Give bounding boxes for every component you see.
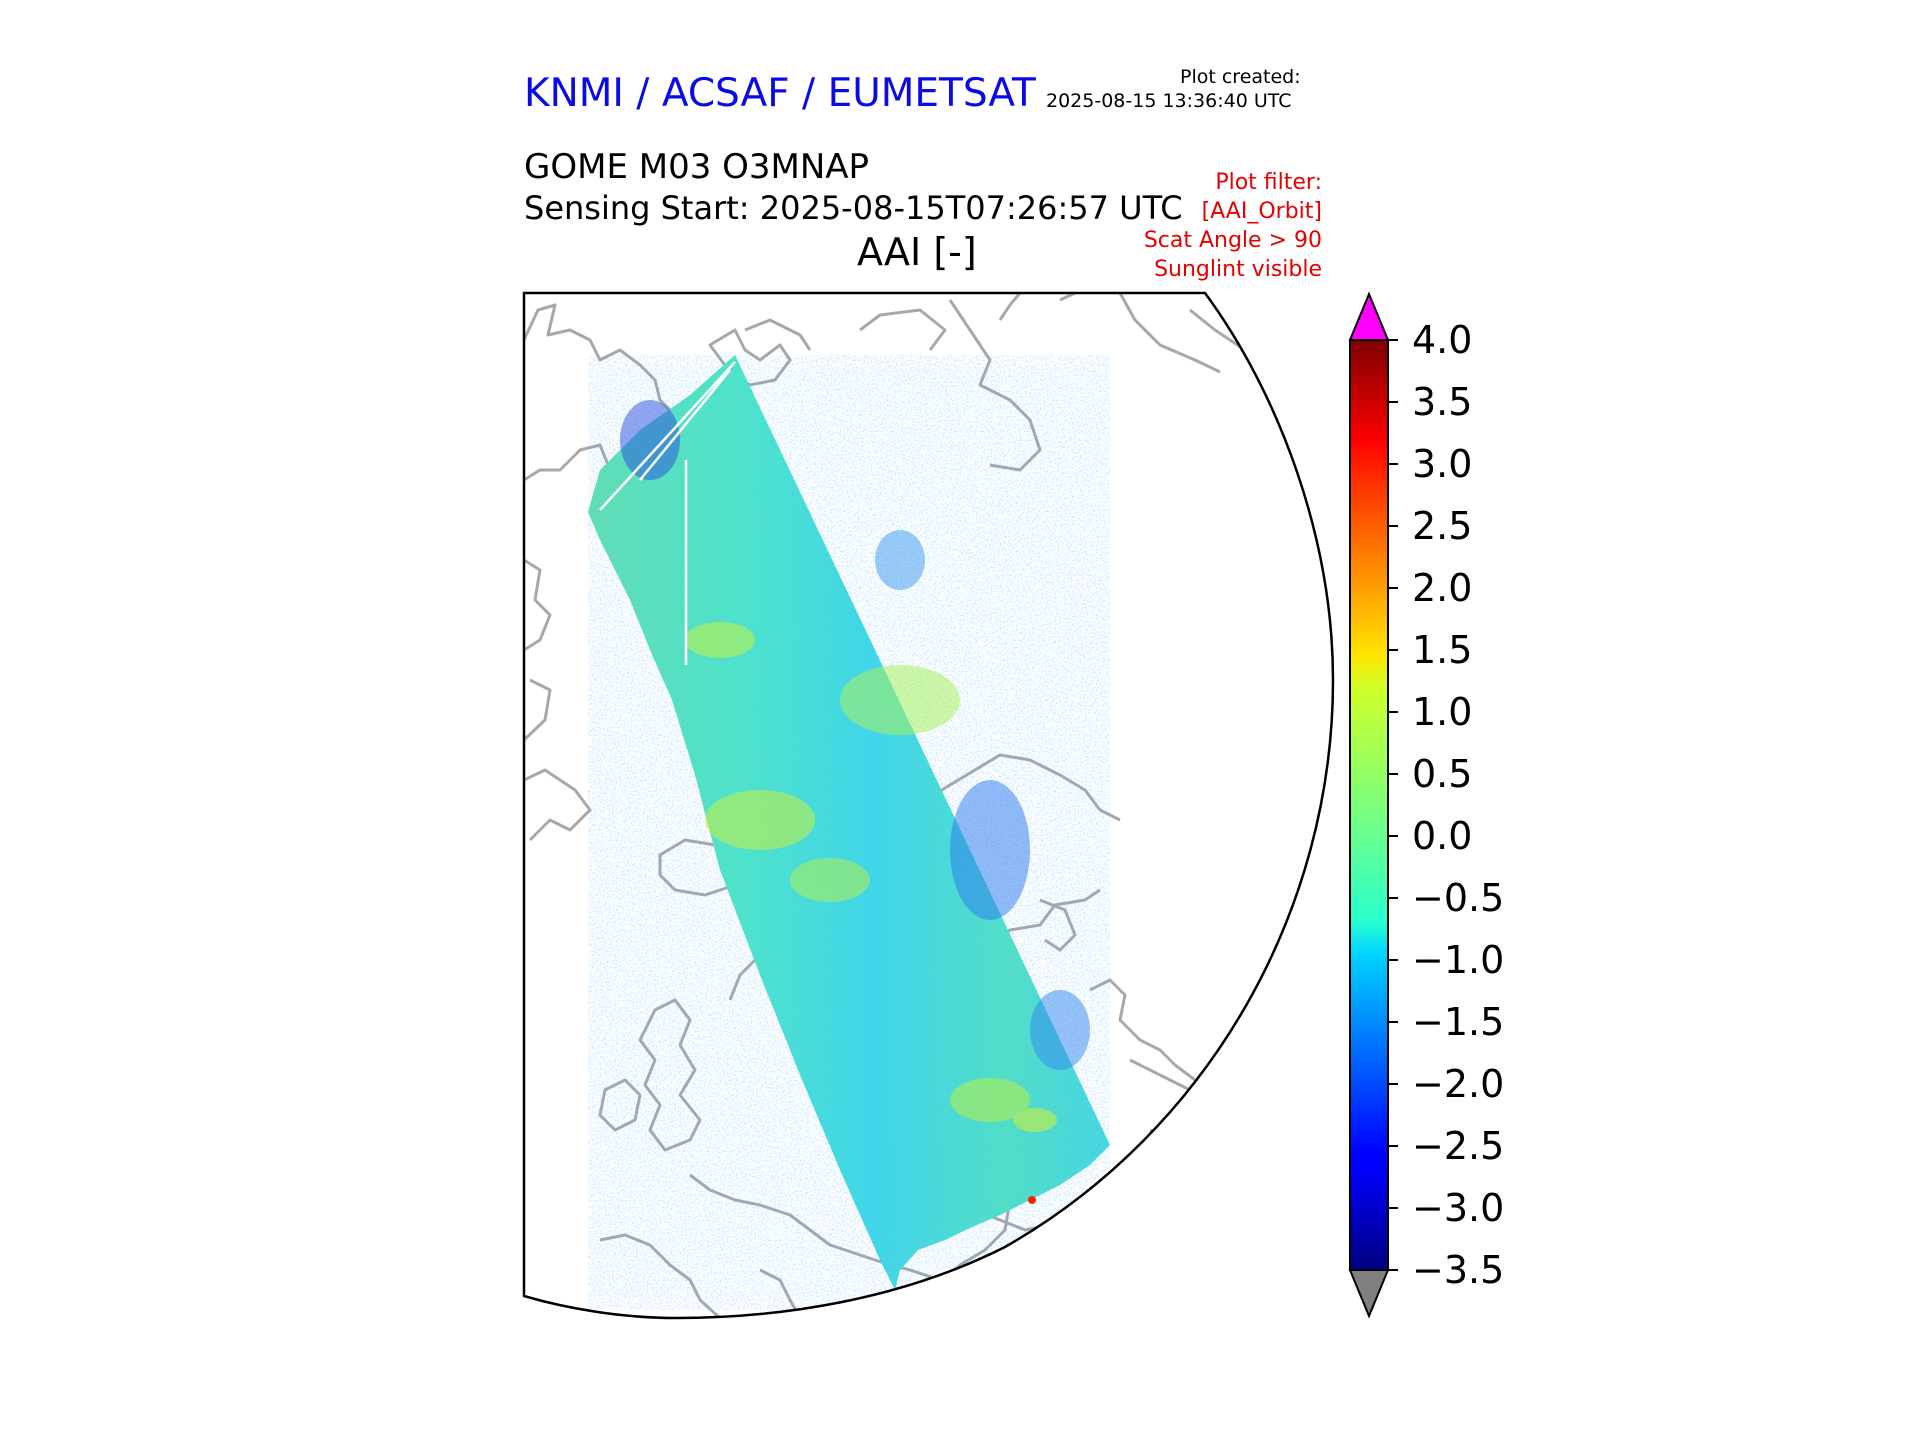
colorbar-tick-label: −1.0 [1412, 938, 1505, 982]
colorbar-tick-label: −1.5 [1412, 1000, 1505, 1044]
colorbar-tick-label: −3.0 [1412, 1186, 1505, 1230]
plot-filter-item: Scat Angle > 90 [1143, 228, 1322, 253]
colorbar-tick-label: −0.5 [1412, 876, 1505, 920]
colorbar-tick-label: 0.0 [1412, 814, 1473, 858]
colorbar-under-extend [1348, 1269, 1390, 1319]
swath-lows [620, 400, 1090, 1070]
swath-gap-lines [599, 361, 736, 665]
plot-filter-item: Sunglint visible [1154, 257, 1322, 282]
plot-filter-item: [AAI_Orbit] [1201, 199, 1322, 224]
colorbar-tick-label: 2.5 [1412, 504, 1473, 548]
colorbar-tick-label: 1.0 [1412, 690, 1473, 734]
colorbar-tick-label: −3.5 [1412, 1248, 1505, 1292]
colorbar-tick-label: −2.0 [1412, 1062, 1505, 1106]
variable-title: AAI [-] [857, 230, 977, 274]
colorbar-gradient [1350, 340, 1388, 1270]
map-panel [524, 293, 1333, 1318]
sensing-start: Sensing Start: 2025-08-15T07:26:57 UTC [524, 189, 1183, 227]
map-boundary [522, 291, 1335, 1320]
colorbar-over-extend [1348, 291, 1390, 341]
agency-title: KNMI / ACSAF / EUMETSAT [524, 71, 1036, 116]
colorbar-tick-label: 4.0 [1412, 318, 1473, 362]
swath-texture [588, 355, 1110, 1310]
aai-swath [588, 355, 1110, 1310]
swath-highlights [685, 622, 1057, 1132]
colorbar-tick-label: 2.0 [1412, 566, 1473, 610]
plot-created-label: Plot created: [1180, 66, 1301, 88]
colorbar-tick-label: −2.5 [1412, 1124, 1505, 1168]
product-name: GOME M03 O3MNAP [524, 147, 870, 187]
colorbar [1348, 291, 1398, 1319]
colorbar-tick-label: 3.0 [1412, 442, 1473, 486]
swath-hotspot [1028, 1196, 1036, 1204]
colorbar-tick-label: 3.5 [1412, 380, 1473, 424]
colorbar-tick-label: 0.5 [1412, 752, 1473, 796]
plot-filter-label: Plot filter: [1215, 170, 1322, 195]
plot-created-timestamp: 2025-08-15 13:36:40 UTC [1046, 90, 1292, 112]
colorbar-tick-label: 1.5 [1412, 628, 1473, 672]
